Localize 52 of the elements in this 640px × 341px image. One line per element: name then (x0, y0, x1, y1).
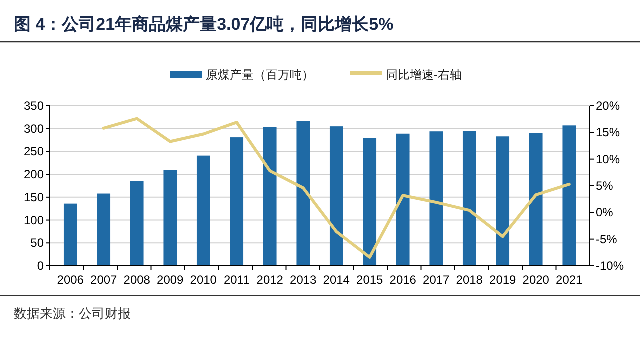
x-tick-label: 2019 (490, 273, 517, 287)
bar (263, 127, 277, 266)
y-tick-label: 350 (24, 99, 44, 113)
y-tick-label: 50 (30, 236, 44, 250)
chart-title: 图 4：公司21年商品煤产量3.07亿吨，同比增长5% (14, 15, 394, 34)
y-tick-label: 250 (24, 144, 44, 159)
y-tick-label: 200 (24, 168, 44, 182)
y2-tick-label: 5% (596, 179, 614, 193)
x-tick-label: 2010 (190, 273, 218, 287)
bar (64, 204, 78, 266)
y2-tick-label: -5% (596, 232, 618, 246)
bar (496, 136, 510, 266)
x-tick-label: 2012 (256, 273, 284, 287)
y2-tick-label: 0% (596, 206, 614, 220)
bar (296, 121, 310, 266)
x-tick-label: 2011 (224, 273, 250, 287)
bar (164, 170, 178, 266)
x-tick-label: 2016 (390, 273, 417, 287)
x-tick-label: 2009 (157, 273, 184, 287)
bar (196, 156, 210, 266)
x-tick-label: 2013 (290, 273, 318, 287)
bar (330, 126, 344, 266)
bar (529, 133, 543, 266)
y-tick-label: 150 (24, 190, 44, 204)
source-note: 数据来源：公司财报 (14, 306, 131, 321)
y2-tick-label: 20% (596, 99, 620, 113)
bar (230, 138, 244, 266)
bar (97, 194, 111, 266)
x-tick-label: 2006 (57, 273, 84, 287)
x-tick-label: 2017 (423, 273, 450, 287)
x-tick-label: 2018 (456, 273, 484, 287)
x-tick-label: 2015 (356, 273, 384, 287)
legend-label: 同比增速-右轴 (386, 68, 462, 82)
y2-tick-label: 10% (596, 152, 620, 166)
y2-tick-label: 15% (596, 126, 620, 140)
legend-label: 原煤产量（百万吨） (206, 68, 314, 82)
y-tick-label: 100 (24, 213, 44, 228)
bar (130, 181, 144, 266)
bar (430, 132, 444, 266)
x-tick-label: 2020 (522, 273, 550, 287)
y-tick-label: 300 (24, 122, 44, 136)
bar (562, 126, 576, 266)
bar (396, 134, 410, 266)
x-tick-label: 2007 (90, 273, 118, 287)
y-tick-label: 0 (37, 259, 44, 273)
bar (462, 131, 476, 266)
line-series (102, 117, 571, 259)
x-tick-label: 2008 (124, 273, 151, 287)
x-tick-label: 2021 (556, 273, 584, 287)
bar (363, 138, 377, 266)
y2-tick-label: -10% (596, 259, 624, 273)
x-tick-label: 2014 (323, 273, 350, 287)
